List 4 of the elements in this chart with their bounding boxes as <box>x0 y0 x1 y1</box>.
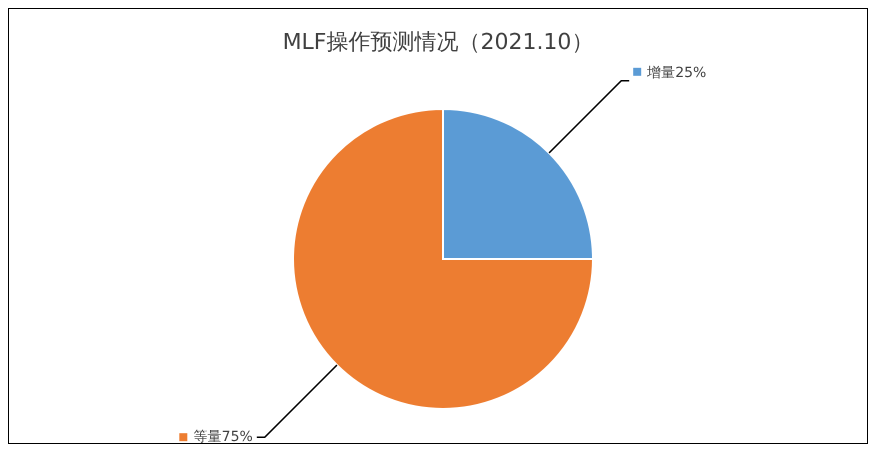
legend-label: 增量25% <box>646 64 706 81</box>
legend-label: 等量75% <box>194 429 253 446</box>
chart-title: MLF操作预测情况（2021.10） <box>282 29 594 57</box>
pie-slice <box>292 108 594 410</box>
